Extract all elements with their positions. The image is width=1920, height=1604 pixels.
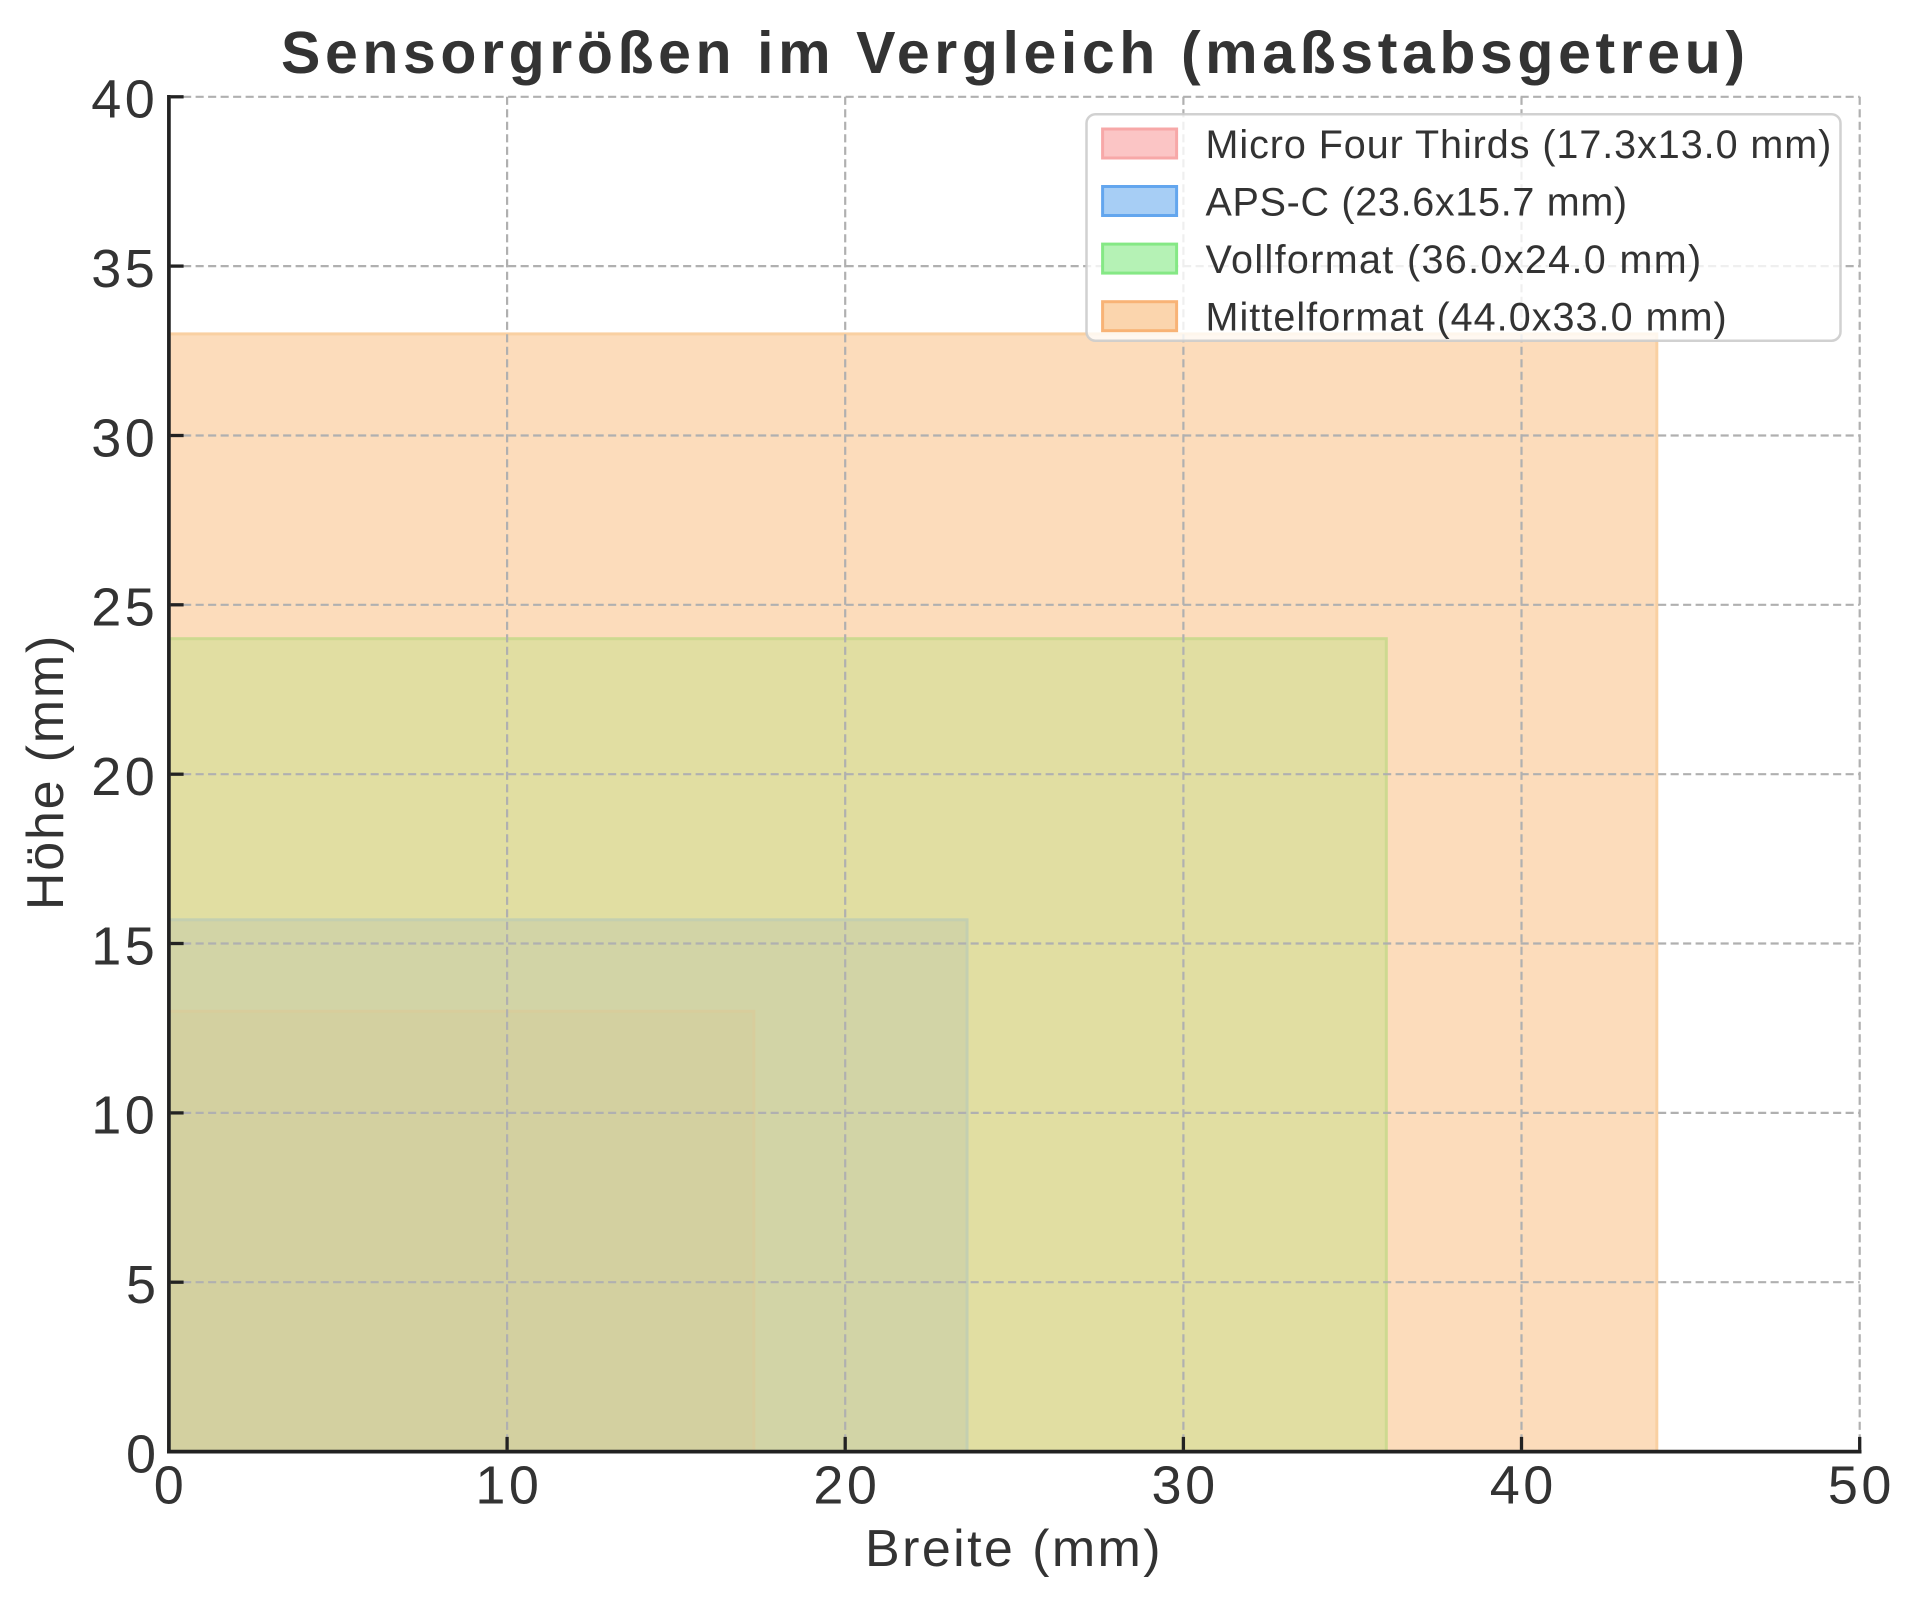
svg-text:35: 35: [91, 239, 158, 299]
svg-text:50: 50: [1828, 1456, 1895, 1516]
svg-text:40: 40: [91, 70, 158, 130]
svg-text:Micro Four Thirds (17.3x13.0 m: Micro Four Thirds (17.3x13.0 mm): [1206, 123, 1833, 167]
svg-text:0: 0: [126, 1424, 156, 1484]
svg-text:Breite (mm): Breite (mm): [865, 1520, 1163, 1578]
svg-text:Höhe (mm): Höhe (mm): [17, 634, 75, 910]
svg-text:10: 10: [91, 1086, 158, 1146]
svg-text:20: 20: [813, 1456, 880, 1516]
svg-text:10: 10: [475, 1456, 542, 1516]
svg-text:Vollformat (36.0x24.0 mm): Vollformat (36.0x24.0 mm): [1206, 238, 1703, 282]
svg-text:APS-C (23.6x15.7 mm): APS-C (23.6x15.7 mm): [1206, 180, 1628, 224]
svg-text:Mittelformat (44.0x33.0 mm): Mittelformat (44.0x33.0 mm): [1206, 296, 1728, 340]
svg-text:Sensorgrößen im Vergleich (maß: Sensorgrößen im Vergleich (maßstabsgetre…: [281, 20, 1750, 86]
svg-text:0: 0: [154, 1456, 184, 1516]
svg-text:30: 30: [91, 408, 158, 468]
svg-text:5: 5: [126, 1255, 156, 1315]
svg-text:40: 40: [1490, 1456, 1557, 1516]
svg-text:25: 25: [91, 578, 158, 638]
svg-text:30: 30: [1152, 1456, 1219, 1516]
svg-text:15: 15: [91, 916, 158, 976]
svg-text:20: 20: [91, 747, 158, 807]
